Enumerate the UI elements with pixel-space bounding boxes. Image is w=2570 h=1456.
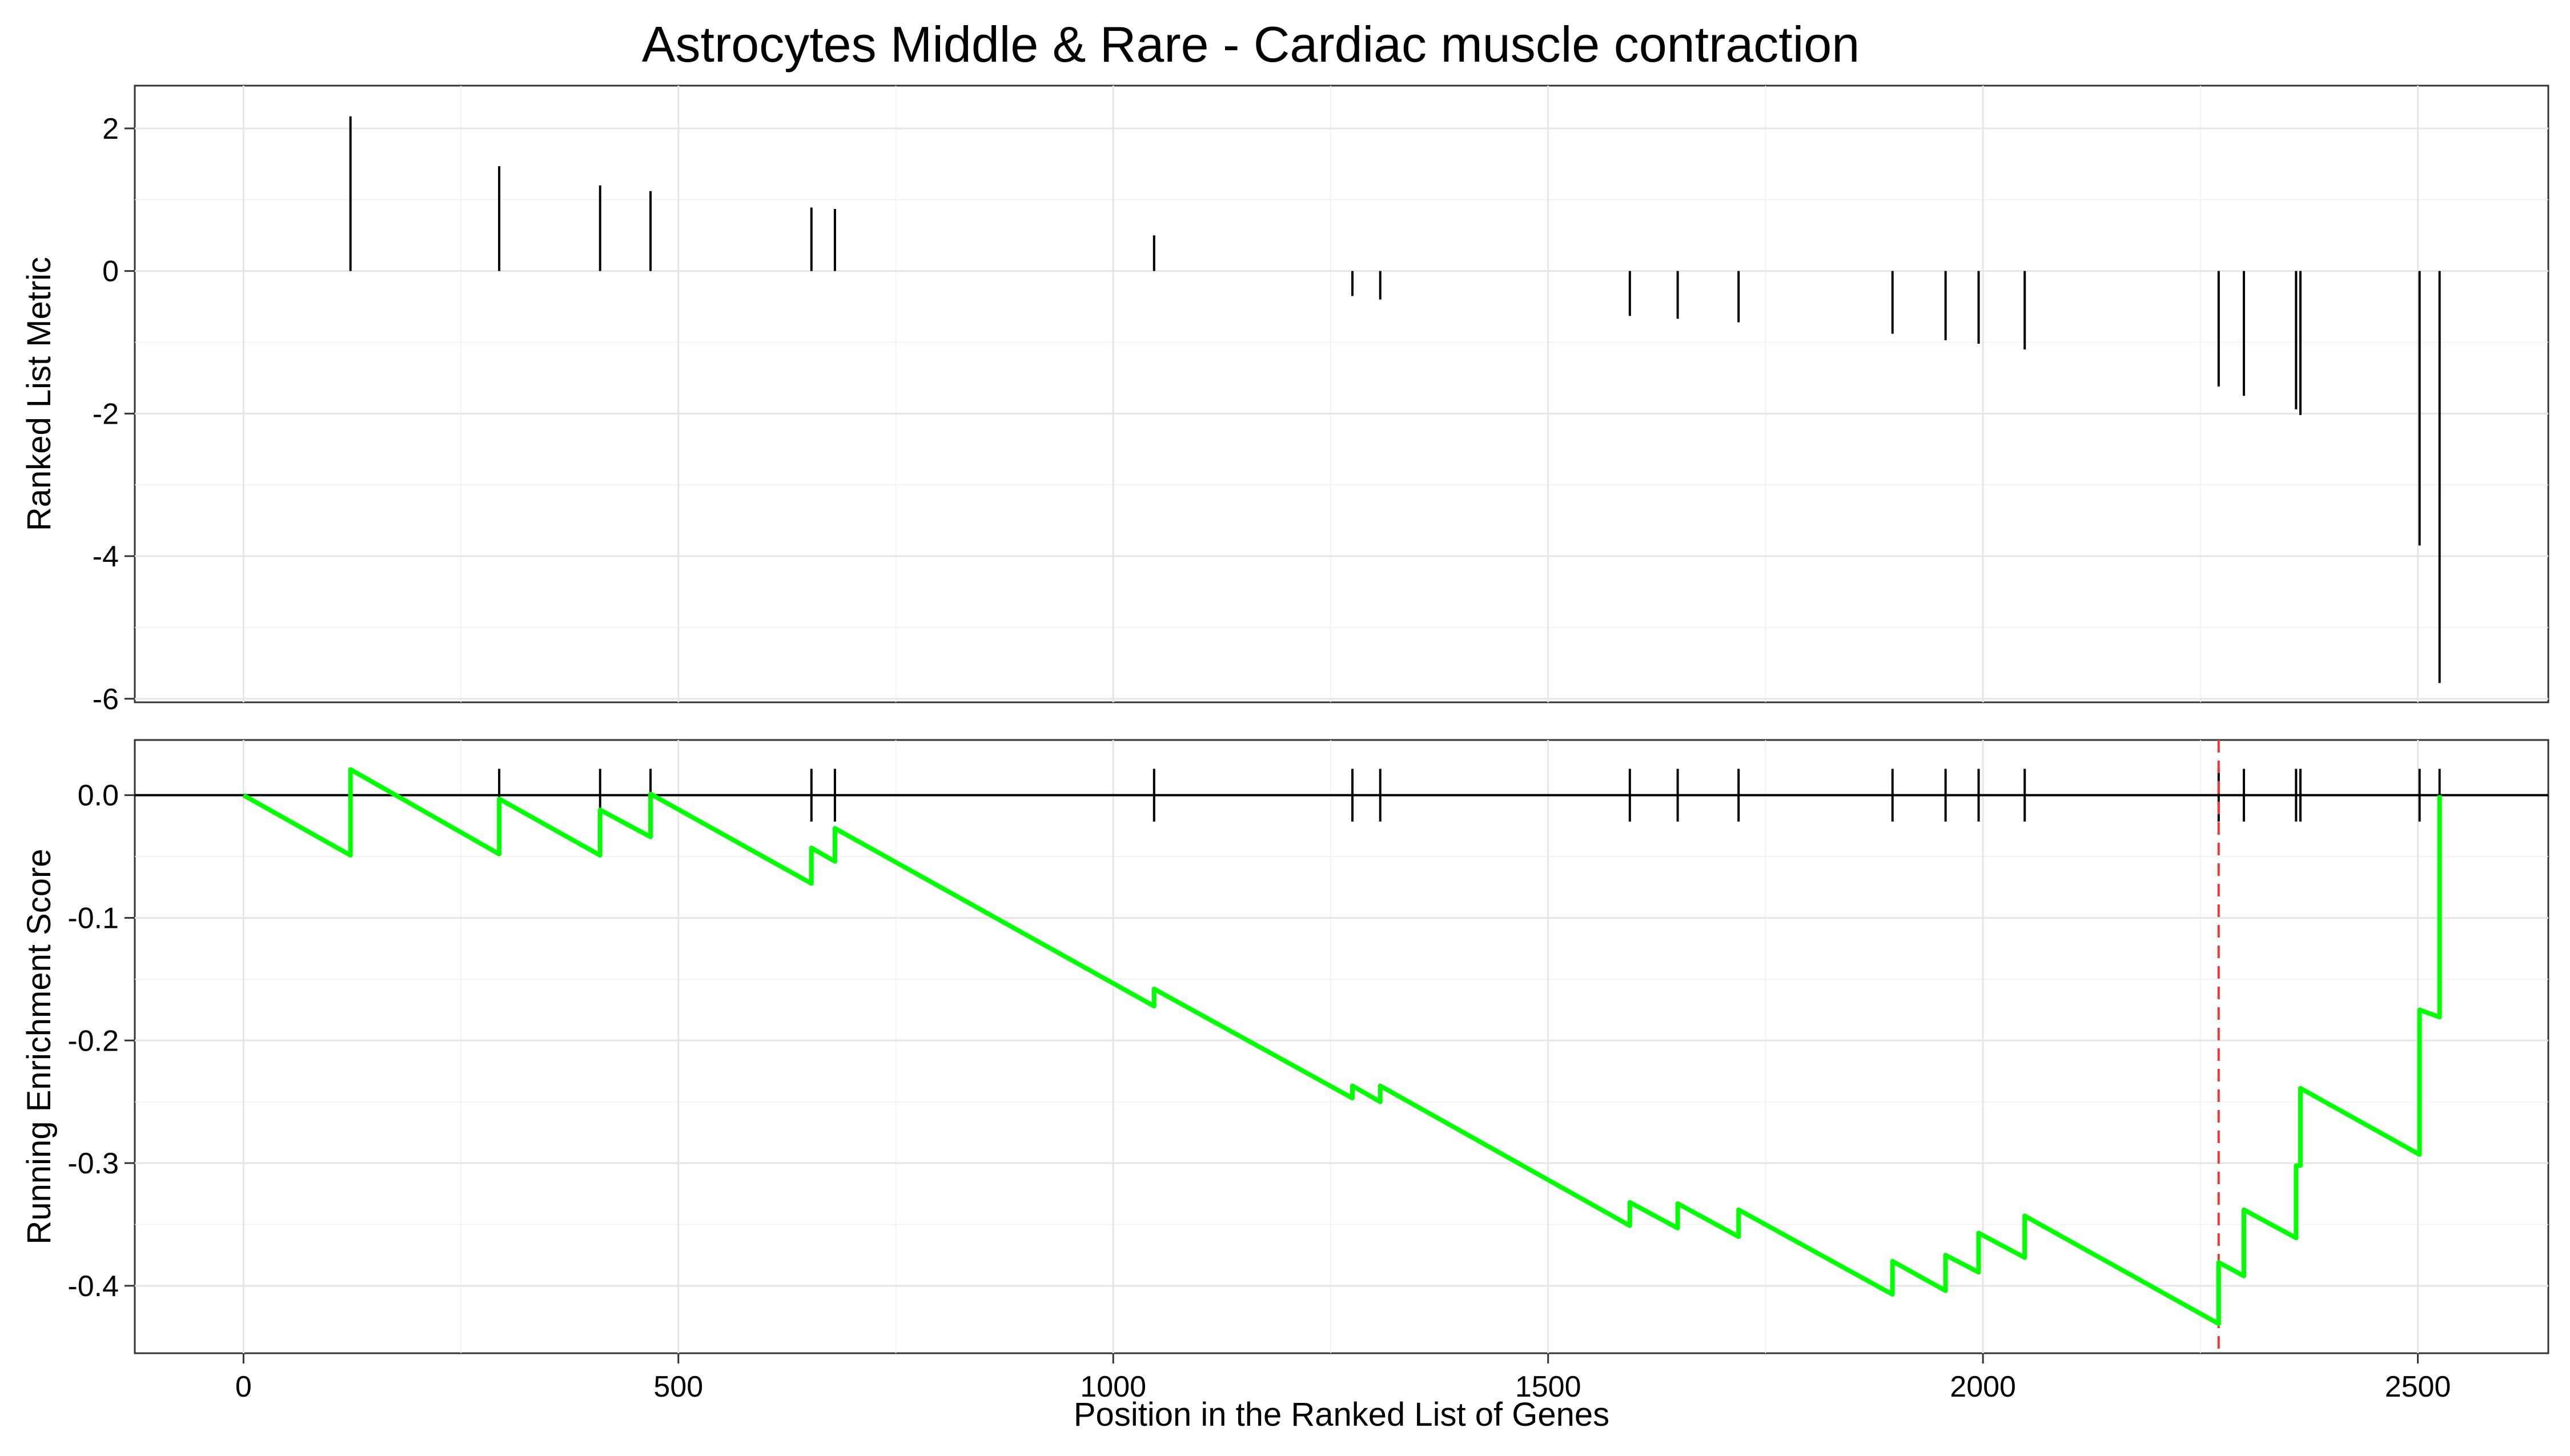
- x-tick-label: 2500: [2385, 1370, 2451, 1403]
- y-tick-label: -6: [93, 683, 119, 716]
- x-tick-label: 500: [653, 1370, 703, 1403]
- running-es-y-axis-title: Running Enrichment Score: [21, 848, 58, 1244]
- metric-panel-background: [134, 85, 2549, 703]
- running-es-curve: [242, 767, 2442, 1326]
- y-tick-label: -0.1: [67, 902, 119, 935]
- y-tick-label: -4: [93, 540, 119, 573]
- x-tick-label: 1000: [1080, 1370, 1146, 1403]
- x-tick-label: 2000: [1950, 1370, 2016, 1403]
- chart-title: Astrocytes Middle & Rare - Cardiac muscl…: [642, 16, 1860, 73]
- x-tick-label: 1500: [1515, 1370, 1581, 1403]
- y-tick-label: -0.2: [67, 1024, 119, 1057]
- y-tick-label: 2: [102, 112, 119, 146]
- y-tick-label: 0: [102, 255, 119, 288]
- running-es-y-axis: 0.0 -0.1 -0.2 -0.3 -0.4: [67, 779, 135, 1303]
- metric-panel: 2 0 -2 -4 -6 Ranked List Metric: [21, 85, 2549, 716]
- running-es-panel-gridlines: [135, 740, 2548, 1353]
- metric-panel-gridlines: [135, 86, 2548, 702]
- y-tick-label: -2: [93, 397, 119, 431]
- y-tick-label: 0.0: [78, 779, 119, 813]
- y-tick-label: -0.4: [67, 1270, 119, 1303]
- metric-bars: [349, 116, 2441, 683]
- x-axis: 0 500 1000 1500 2000 2500: [235, 1353, 2451, 1403]
- metric-y-axis: 2 0 -2 -4 -6: [93, 112, 135, 716]
- running-es-panel: 0.0 -0.1 -0.2 -0.3 -0.4 0 500 1000 1500 2000 2500…: [21, 739, 2549, 1403]
- x-axis-title: Position in the Ranked List of Genes: [1074, 1396, 1609, 1433]
- x-tick-label: 0: [235, 1370, 252, 1403]
- y-tick-label: -0.3: [67, 1147, 119, 1180]
- metric-y-axis-title: Ranked List Metric: [21, 257, 58, 531]
- running-es-panel-background: [134, 739, 2549, 1354]
